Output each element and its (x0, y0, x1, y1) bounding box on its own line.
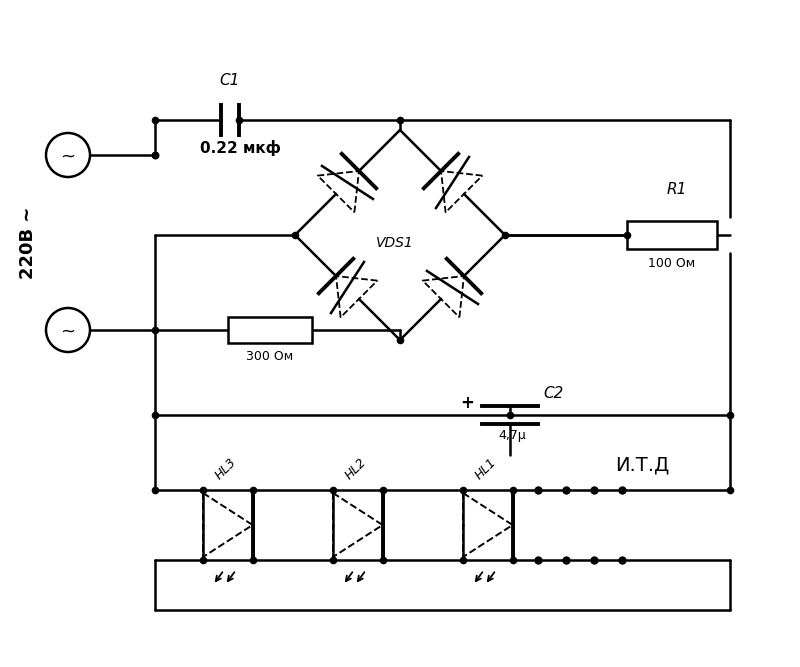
Text: C1: C1 (220, 73, 240, 88)
Text: 220В ~: 220В ~ (19, 207, 37, 279)
Text: VDS1: VDS1 (376, 236, 414, 250)
Bar (228, 317, 312, 343)
Text: HL2: HL2 (343, 456, 370, 482)
Bar (627, 221, 717, 249)
Text: 4,7μ: 4,7μ (498, 429, 526, 442)
Text: 100 Ом: 100 Ом (648, 257, 696, 270)
Text: ~: ~ (61, 148, 75, 166)
Text: 300 Ом: 300 Ом (246, 350, 294, 363)
Text: +: + (460, 394, 474, 412)
Text: HL3: HL3 (213, 456, 239, 482)
Text: HL1: HL1 (473, 456, 499, 482)
Text: 0.22 мкф: 0.22 мкф (200, 140, 281, 156)
Text: ~: ~ (61, 323, 75, 341)
Text: C2: C2 (543, 386, 563, 401)
Text: И.Т.Д: И.Т.Д (615, 456, 670, 474)
Text: R1: R1 (667, 182, 687, 197)
